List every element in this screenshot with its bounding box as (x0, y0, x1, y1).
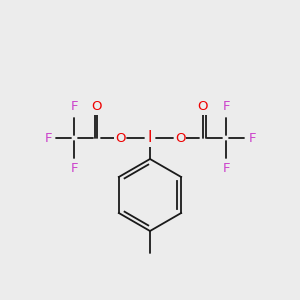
Text: F: F (70, 163, 78, 176)
Text: F: F (70, 100, 78, 113)
Text: I: I (148, 130, 152, 146)
Text: O: O (175, 131, 185, 145)
Text: F: F (222, 100, 230, 113)
Text: F: F (44, 131, 52, 145)
Text: O: O (92, 100, 102, 113)
Text: O: O (198, 100, 208, 113)
Text: F: F (222, 163, 230, 176)
Text: F: F (248, 131, 256, 145)
Text: O: O (115, 131, 125, 145)
